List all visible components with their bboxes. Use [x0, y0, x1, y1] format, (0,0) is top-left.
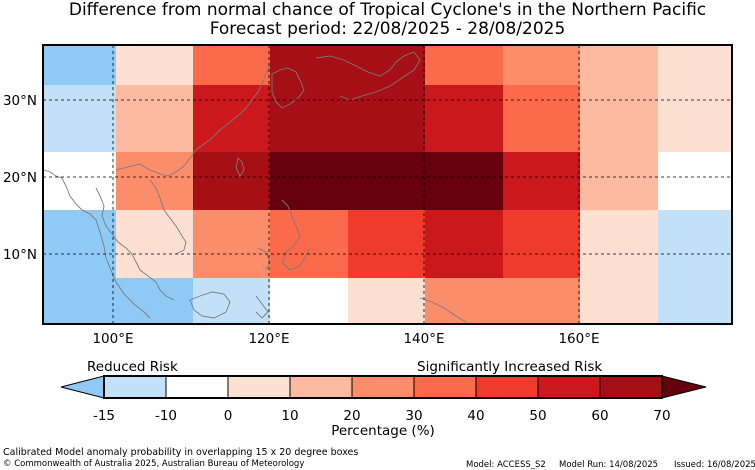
map-cell — [348, 85, 426, 153]
colorbar-xlabel: Percentage (%) — [331, 423, 435, 439]
map-cell — [503, 152, 581, 211]
x-tick-140e: 140°E — [403, 331, 444, 347]
map-cell — [43, 152, 117, 211]
x-tick-160e: 160°E — [558, 331, 599, 347]
map-cell — [43, 210, 117, 279]
footer-model: Model: ACCESS_S2 — [466, 460, 546, 470]
map-cell — [348, 278, 426, 325]
colorbar-under-arrow — [60, 375, 105, 399]
map-cell — [116, 152, 194, 211]
coastline — [43, 51, 467, 323]
map-frame — [42, 44, 733, 325]
map-cell — [658, 45, 733, 86]
colorbar-tick-label: 40 — [467, 408, 484, 424]
map-cell — [658, 210, 733, 279]
map-cell — [425, 152, 504, 211]
colorbar-segment — [103, 375, 167, 399]
map-cell — [580, 45, 659, 86]
map-cell — [348, 152, 426, 211]
reduced-risk-label: Reduced Risk — [87, 359, 178, 375]
y-tick-10n: 10°N — [3, 247, 37, 263]
colorbar: Reduced Risk Significantly Increased Ris… — [60, 359, 707, 439]
map-cell — [425, 85, 504, 153]
map-cell — [503, 278, 581, 325]
map-cell — [425, 210, 504, 279]
map-cell — [580, 278, 659, 325]
map-cell — [348, 210, 426, 279]
colorbar-segment — [351, 375, 415, 399]
colorbar-tick-label: -15 — [93, 408, 115, 424]
colorbar-tick-label: 10 — [281, 408, 298, 424]
map-cell — [43, 85, 117, 153]
colorbar-segment — [165, 375, 229, 399]
map-cell — [580, 85, 659, 153]
map-subtitle: Forecast period: 22/08/2025 - 28/08/2025 — [209, 19, 566, 39]
map-cell — [116, 85, 194, 153]
colorbar-tick-label: 20 — [343, 408, 360, 424]
map-cell — [425, 45, 504, 86]
anomaly-grid — [43, 45, 733, 325]
footer-issued: Issued: 16/08/2025 — [674, 460, 755, 470]
y-tick-30n: 30°N — [3, 93, 37, 109]
map-cell — [116, 278, 194, 325]
map-cell — [580, 152, 659, 211]
map-cell — [503, 210, 581, 279]
map-title: Difference from normal chance of Tropica… — [68, 0, 707, 20]
colorbar-segment — [475, 375, 539, 399]
map-cell — [270, 278, 349, 325]
graticule — [43, 45, 732, 324]
map-cell — [270, 210, 349, 279]
map-cell — [270, 45, 349, 86]
colorbar-tick-label: 70 — [653, 408, 670, 424]
map-cell — [580, 210, 659, 279]
colorbar-tick-label: 60 — [591, 408, 608, 424]
colorbar-over-arrow — [661, 375, 707, 399]
map-cell — [193, 45, 271, 86]
map-cell — [193, 85, 271, 153]
colorbar-segment — [413, 375, 477, 399]
footer-model-run: Model Run: 14/08/2025 — [559, 460, 659, 470]
colorbar-tick-label: 30 — [405, 408, 422, 424]
map-cell — [193, 210, 271, 279]
map-cell — [193, 152, 271, 211]
footer-copyright: © Commonwealth of Australia 2025, Austra… — [3, 459, 305, 469]
colorbar-frame — [103, 375, 663, 399]
increased-risk-label: Significantly Increased Risk — [417, 359, 602, 375]
map-cell — [116, 45, 194, 86]
y-tick-20n: 20°N — [3, 170, 37, 186]
colorbar-segment — [537, 375, 601, 399]
footer-caption: Calibrated Model anomaly probability in … — [3, 447, 359, 458]
map-cell — [43, 45, 117, 86]
map-cell — [270, 85, 349, 153]
map-cell — [503, 85, 581, 153]
map-cell — [425, 278, 504, 325]
colorbar-segment — [599, 375, 663, 399]
x-tick-120e: 120°E — [248, 331, 289, 347]
colorbar-tick-label: 50 — [529, 408, 546, 424]
map-cell — [193, 278, 271, 325]
map-cell — [348, 45, 426, 86]
map-cell — [658, 278, 733, 325]
map-cell — [658, 152, 733, 211]
colorbar-segment — [289, 375, 353, 399]
map-cell — [270, 152, 349, 211]
colorbar-tick-label: 0 — [224, 408, 233, 424]
map-cell — [116, 210, 194, 279]
map-cell — [43, 278, 117, 325]
x-tick-100e: 100°E — [92, 331, 133, 347]
colorbar-tick-label: -10 — [155, 408, 177, 424]
map-cell — [658, 85, 733, 153]
colorbar-segment — [227, 375, 291, 399]
map-cell — [503, 45, 581, 86]
